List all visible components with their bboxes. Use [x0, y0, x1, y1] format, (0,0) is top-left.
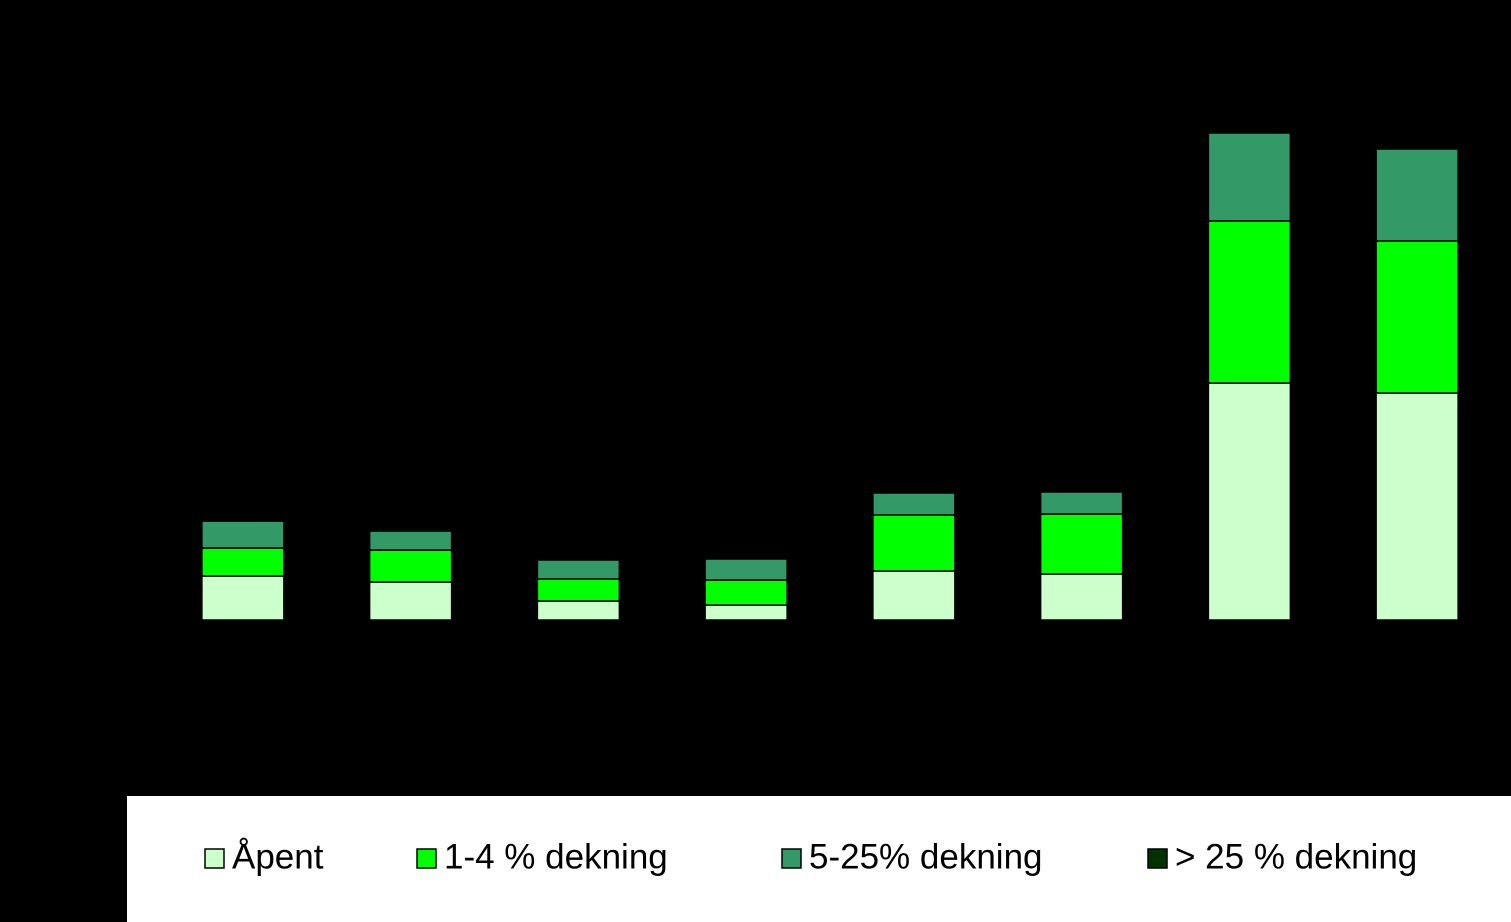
bar-segment	[1207, 382, 1292, 621]
bar-segment	[1039, 491, 1124, 515]
bar-segment	[201, 519, 285, 522]
bar-segment	[1375, 392, 1459, 621]
bar-segment	[1039, 573, 1124, 621]
legend-box	[127, 796, 1511, 922]
bar-segment	[1207, 220, 1292, 384]
legend-swatch	[1147, 848, 1168, 869]
bar-segment	[872, 514, 956, 572]
bar-segment	[536, 578, 621, 602]
bar-segment	[1207, 132, 1292, 222]
bar-segment	[704, 558, 788, 581]
legend-label: Åpent	[232, 837, 324, 876]
bar-segment	[1375, 240, 1459, 394]
legend-swatch	[781, 848, 802, 869]
legend-label: > 25 % dekning	[1175, 837, 1417, 876]
bar-segment	[704, 604, 788, 621]
legend-label: 1-4 % dekning	[444, 837, 668, 876]
bar-segment	[1039, 513, 1124, 575]
bar-segment	[872, 492, 956, 516]
legend-swatch	[204, 848, 225, 869]
bar-segment	[872, 570, 956, 621]
legend-swatch	[416, 848, 437, 869]
bar-segment	[368, 581, 453, 621]
bar-segment	[368, 530, 453, 551]
bar-segment	[704, 579, 788, 606]
bar-segment	[201, 547, 285, 577]
bar-segment	[368, 528, 453, 532]
bar-segment	[536, 559, 621, 580]
bar-segment	[201, 520, 285, 549]
bar-segment	[201, 575, 285, 621]
bar-segment	[368, 549, 453, 583]
bar-segment	[1375, 148, 1459, 242]
bar-segment	[536, 600, 621, 621]
legend-label: 5-25% dekning	[809, 837, 1043, 876]
